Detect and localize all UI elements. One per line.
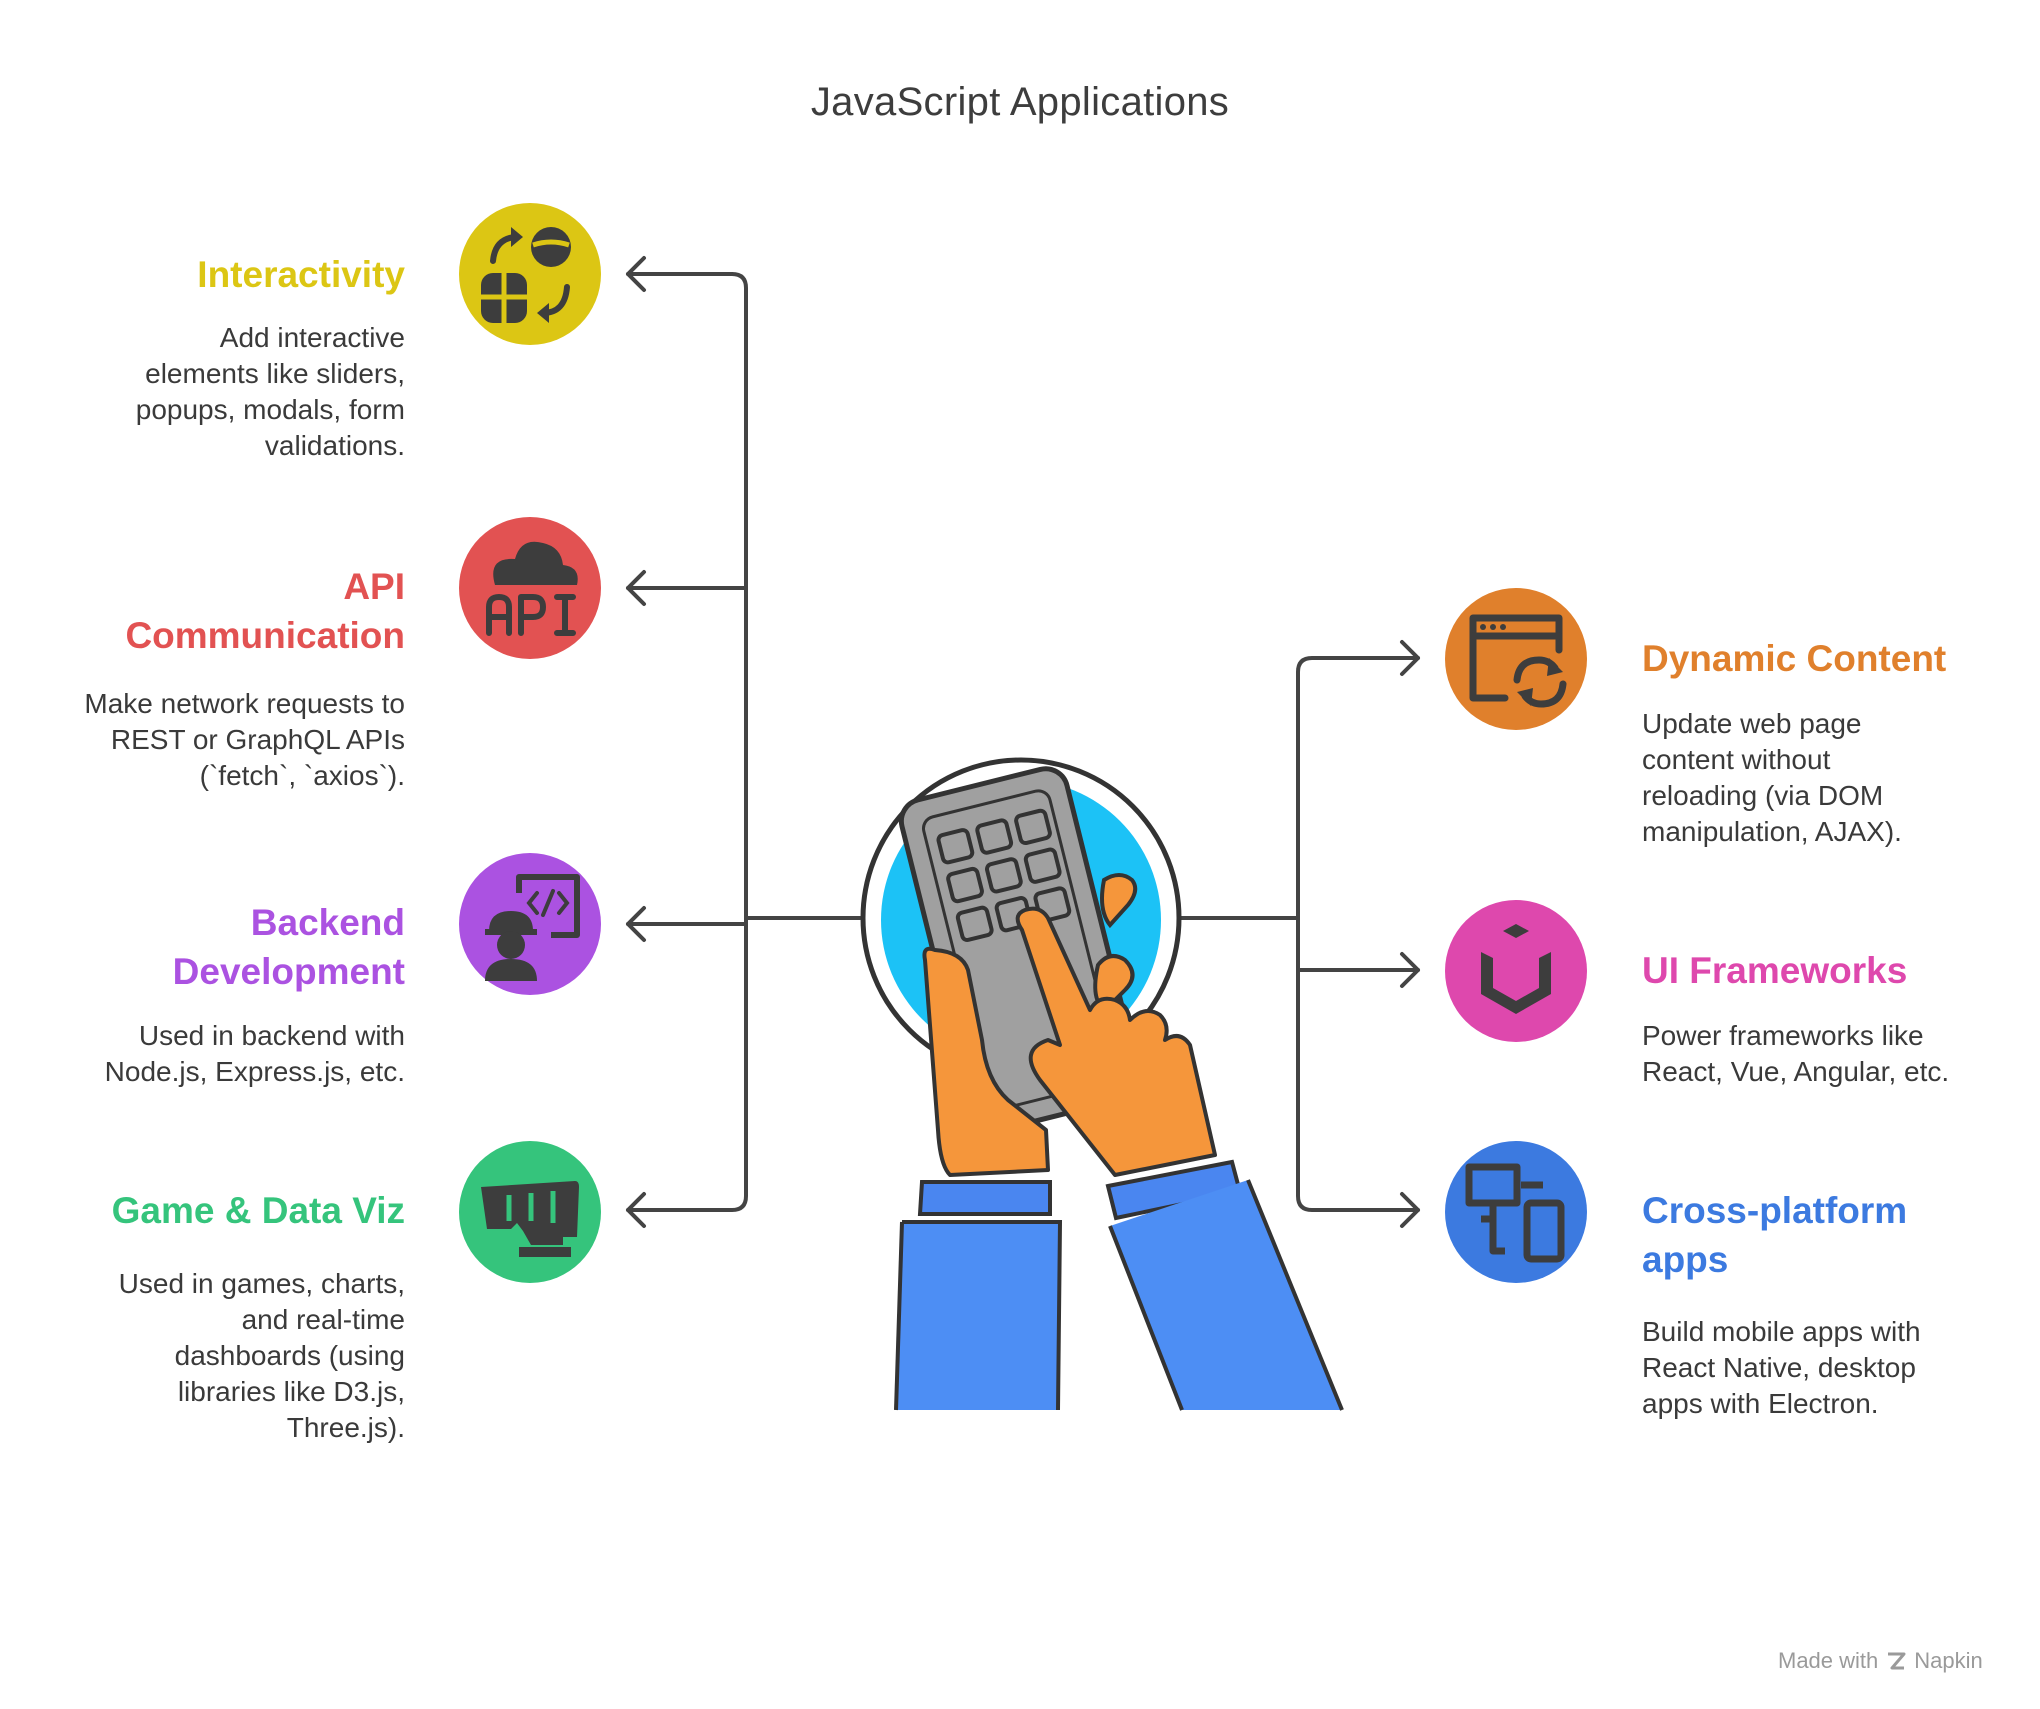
dynamic-content-description: Update web page content without reloadin… xyxy=(1642,708,1902,847)
interactivity-heading: Interactivity xyxy=(197,254,405,295)
cross-platform-apps-heading: Cross-platform apps xyxy=(1642,1190,1908,1280)
ui-frameworks-circle xyxy=(1445,900,1587,1042)
game-data-viz-description: Used in games, charts, and real-time das… xyxy=(118,1268,405,1443)
ui-frameworks-description: Power frameworks like React, Vue, Angula… xyxy=(1642,1020,1950,1087)
game-data-viz-circle xyxy=(459,1141,601,1283)
dynamic-content-heading: Dynamic Content xyxy=(1642,638,1947,679)
developer-icon xyxy=(485,874,580,981)
napkin-badge: Made with Napkin xyxy=(1778,1648,1983,1674)
interaction-icon xyxy=(481,227,571,323)
backend-development-heading: Backend Development xyxy=(172,902,405,992)
napkin-logo-icon xyxy=(1888,1652,1906,1670)
backend-development-circle xyxy=(459,853,601,995)
dynamic-content-circle xyxy=(1445,588,1587,730)
game-icon xyxy=(481,1181,579,1257)
cross-platform-apps-description: Build mobile apps with React Native, des… xyxy=(1642,1316,1921,1419)
cross-platform-apps-circle xyxy=(1445,1141,1587,1283)
api-communication-heading: API Communication xyxy=(125,566,405,656)
game-data-viz-heading: Game & Data Viz xyxy=(111,1190,405,1231)
interactivity-description: Add interactive elements like sliders, p… xyxy=(135,322,405,461)
ui-frameworks-heading: UI Frameworks xyxy=(1642,950,1908,991)
cloud-api-icon xyxy=(486,541,578,636)
backend-development-description: Used in backend with Node.js, Express.js… xyxy=(104,1020,405,1087)
api-communication-circle xyxy=(459,517,601,659)
api-communication-description: Make network requests to REST or GraphQL… xyxy=(84,688,405,791)
diagram-title: JavaScript Applications xyxy=(810,80,1230,124)
interactivity-circle xyxy=(459,203,601,345)
devices-icon xyxy=(1465,1163,1565,1263)
made-with-text: Made with xyxy=(1778,1648,1879,1673)
browser-refresh-icon xyxy=(1469,614,1567,708)
napkin-brand-text: Napkin xyxy=(1914,1648,1983,1673)
framework-cube-icon xyxy=(1481,924,1551,1014)
